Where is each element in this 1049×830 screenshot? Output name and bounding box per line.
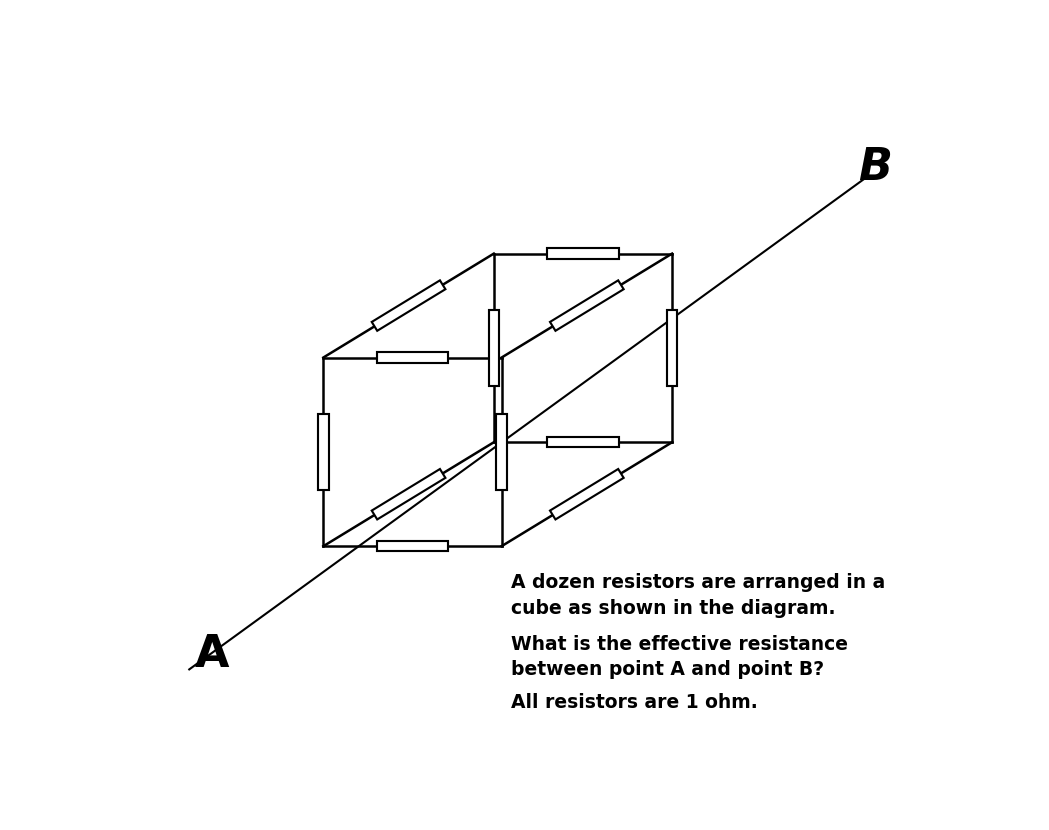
- Text: What is the effective resistance: What is the effective resistance: [511, 635, 848, 654]
- Polygon shape: [371, 469, 446, 520]
- Text: between point A and point B?: between point A and point B?: [511, 660, 825, 679]
- Polygon shape: [318, 414, 328, 490]
- Polygon shape: [496, 414, 507, 490]
- Polygon shape: [489, 310, 499, 386]
- Polygon shape: [550, 281, 624, 331]
- Polygon shape: [550, 469, 624, 520]
- Polygon shape: [371, 281, 446, 331]
- Text: cube as shown in the diagram.: cube as shown in the diagram.: [511, 598, 835, 618]
- Text: A dozen resistors are arranged in a: A dozen resistors are arranged in a: [511, 574, 885, 592]
- Polygon shape: [377, 541, 448, 551]
- Text: A: A: [195, 632, 230, 676]
- Polygon shape: [377, 353, 448, 363]
- Text: B: B: [858, 146, 892, 189]
- Polygon shape: [548, 248, 619, 259]
- Text: All resistors are 1 ohm.: All resistors are 1 ohm.: [511, 692, 757, 711]
- Polygon shape: [548, 437, 619, 447]
- Polygon shape: [667, 310, 678, 386]
